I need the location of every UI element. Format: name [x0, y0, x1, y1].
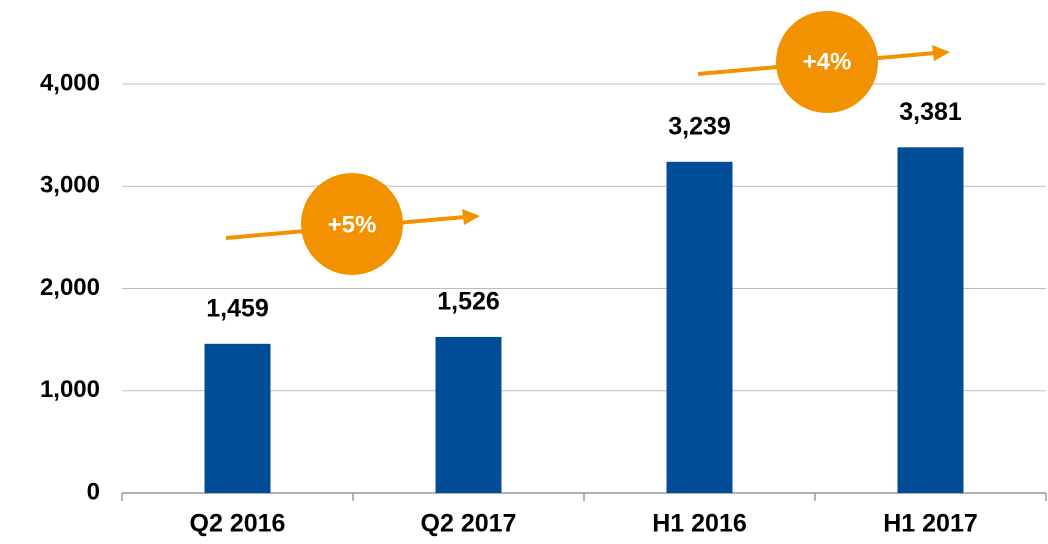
growth-badge	[776, 11, 878, 113]
value-label: 1,459	[206, 294, 269, 322]
bar	[666, 161, 733, 493]
annotation-h1: +4%	[697, 11, 950, 113]
x-tick-label: Q2 2017	[421, 510, 517, 538]
y-tick-label: 4,000	[40, 69, 100, 96]
value-label: 3,239	[668, 112, 731, 140]
y-tick-label: 3,000	[40, 172, 100, 199]
arrow-head	[462, 209, 480, 225]
value-label: 3,381	[899, 98, 962, 126]
y-tick-label: 1,000	[40, 376, 100, 403]
y-tick-label: 0	[87, 478, 100, 505]
value-label: 1,526	[437, 288, 500, 316]
growth-badge	[301, 173, 403, 275]
bar	[897, 147, 964, 493]
growth-label: +4%	[803, 48, 852, 75]
bar	[435, 336, 502, 493]
y-tick-label: 2,000	[40, 274, 100, 301]
growth-label: +5%	[328, 211, 377, 238]
annotation-q2: +5%	[225, 173, 480, 275]
x-tick-label: Q2 2016	[190, 510, 286, 538]
bar	[204, 343, 271, 493]
arrow-head	[932, 45, 950, 61]
x-tick-label: H1 2016	[652, 510, 747, 538]
x-tick-label: H1 2017	[883, 510, 978, 538]
